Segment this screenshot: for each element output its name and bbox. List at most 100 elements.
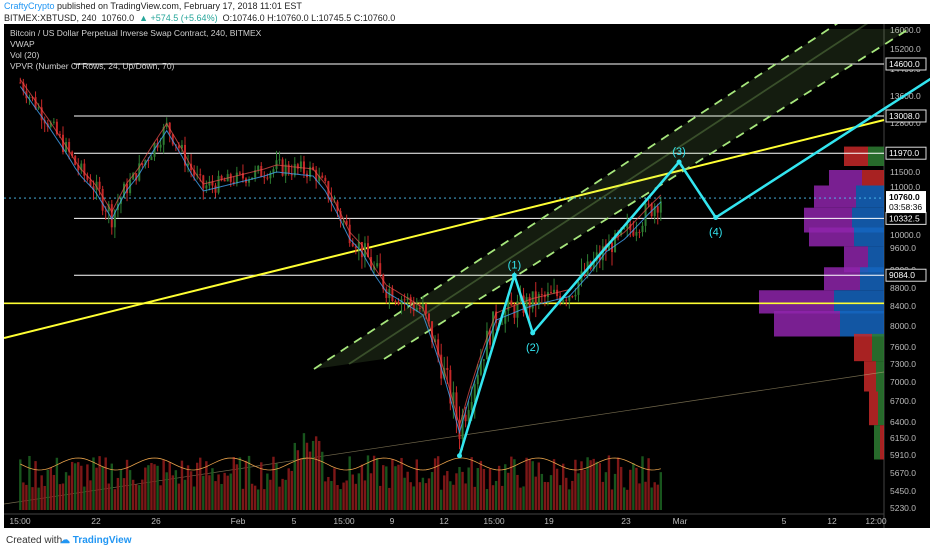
candle-body (644, 203, 647, 226)
volume-bar (619, 466, 623, 510)
candle-body (171, 134, 174, 145)
candle-body (309, 166, 312, 178)
volume-bar (275, 463, 278, 510)
author-link[interactable]: CraftyCrypto (4, 1, 55, 11)
level-label-box (885, 109, 927, 123)
vpvr-bar (874, 425, 880, 460)
level-label-box (885, 57, 927, 71)
volume-bar (482, 468, 486, 510)
candle-body (568, 296, 571, 301)
volume-bar (159, 485, 162, 510)
candle-body (345, 220, 348, 225)
price-tick-label: 7000.0 (890, 377, 916, 387)
volume-bar (131, 479, 135, 510)
vpvr-bar (864, 361, 876, 392)
candle-body (321, 175, 324, 178)
candle-body (107, 204, 110, 212)
volume-bar (528, 459, 531, 510)
volume-bar (461, 471, 464, 510)
channel-line (313, 24, 839, 370)
candle-body (238, 172, 241, 174)
candle-body (482, 359, 485, 361)
price-tick-label: 8400.0 (890, 301, 916, 311)
volume-bar (205, 461, 208, 510)
volume-bar (37, 487, 40, 510)
volume-bar (595, 461, 598, 510)
volume-bar (257, 489, 260, 510)
wave-point (713, 215, 719, 220)
volume-bar (613, 473, 617, 510)
channel-fill (314, 29, 909, 369)
candle-body (373, 266, 376, 270)
candle-body (126, 183, 129, 194)
candle-body (565, 299, 568, 301)
volume-bar (522, 486, 525, 510)
price-tick-label: 12800.0 (890, 118, 921, 128)
volume-bar (196, 462, 199, 510)
indicator-label: Vol (20) (10, 50, 40, 60)
volume-bar (488, 468, 492, 510)
wave-label: (3) (672, 146, 685, 158)
vpvr-bar (834, 290, 884, 314)
candle-body (144, 160, 147, 166)
volume-bar (235, 464, 239, 510)
volume-bar (95, 467, 98, 510)
volume-bar (449, 481, 452, 510)
volume-bar (250, 483, 254, 510)
volume-bar (55, 457, 59, 510)
volume-bar (241, 488, 245, 510)
candle-body (452, 392, 455, 404)
volume-bar (333, 468, 336, 510)
candle-body (92, 186, 95, 190)
candle-body (510, 300, 513, 306)
price-chart[interactable]: 16000.015200.014400.013600.012800.012000… (4, 24, 930, 528)
price-tick-label: 6150.0 (890, 433, 916, 443)
volume-bar (467, 467, 470, 510)
candle-body (424, 304, 427, 314)
volume-bar (189, 471, 193, 510)
candle-body (626, 223, 629, 229)
volume-bar (656, 484, 659, 510)
cloud-icon: ☁ (60, 535, 70, 546)
candle-body (290, 173, 293, 176)
candle-body (296, 164, 299, 169)
volume-bar (421, 477, 425, 510)
volume-bar (388, 487, 391, 510)
candle-body (254, 170, 257, 178)
candle-body (458, 420, 461, 440)
time-tick-label: 15:00 (483, 516, 505, 526)
candle-body (214, 185, 217, 193)
volume-bar (616, 457, 620, 510)
volume-bar (150, 462, 153, 510)
candle-body (406, 297, 409, 301)
volume-bar (214, 481, 217, 510)
candle-body (659, 201, 662, 213)
candle-body (205, 185, 208, 189)
tradingview-logo[interactable]: ☁ TradingView (60, 535, 132, 546)
candle-body (354, 246, 357, 249)
volume-bar (366, 455, 370, 510)
candle-body (211, 181, 214, 186)
candle-body (58, 134, 61, 136)
volume-bar (266, 473, 269, 510)
volume-bar (501, 485, 504, 510)
price-tick-label: 5670.0 (890, 468, 916, 478)
candle-body (65, 142, 68, 152)
publish-info: published on TradingView.com, February 1… (54, 1, 302, 11)
chart-area[interactable]: 16000.015200.014400.013600.012800.012000… (4, 24, 930, 528)
volume-bar (104, 457, 107, 510)
volume-bar (452, 484, 455, 510)
volume-bar (412, 486, 415, 510)
candle-body (370, 257, 373, 270)
candle-body (357, 241, 360, 249)
candle-body (220, 175, 223, 180)
volume-bar (31, 487, 34, 510)
volume-bar (382, 465, 385, 510)
wave-point (676, 159, 682, 165)
volume-bar (287, 468, 290, 510)
volume-bar (229, 473, 232, 510)
volume-bar (391, 459, 394, 510)
volume-bar (369, 473, 373, 510)
volume-bar (110, 463, 113, 510)
volume-bar (217, 474, 220, 510)
